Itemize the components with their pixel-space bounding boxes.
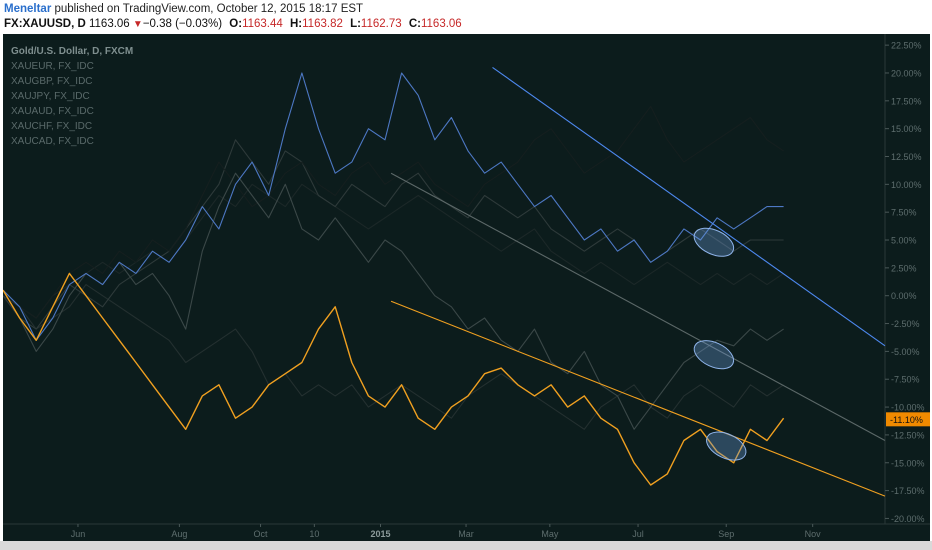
legend-item-xaucad: XAUCAD, FX_IDC — [11, 136, 94, 147]
close-label: C: — [408, 18, 421, 30]
x-tick-label: 10 — [309, 529, 319, 539]
x-tick-label: Mar — [458, 529, 474, 539]
chart-header: Meneltar published on TradingView.com, O… — [0, 0, 932, 34]
bottom-strip — [0, 541, 932, 550]
chart-area[interactable]: 22.50% 20.00% 17.50% 15.00% 12.50% 10.00% 7.50… — [3, 34, 930, 541]
y-tick-label: 12.50% — [891, 152, 922, 162]
low-label: L: — [350, 18, 361, 30]
y-tick-label: -17.50% — [891, 486, 925, 496]
x-tick-label: Jun — [71, 529, 86, 539]
legend-item-xaujpy: XAUJPY, FX_IDC — [11, 91, 90, 102]
y-tick-label: 20.00% — [891, 68, 922, 78]
y-tick-label: -12.50% — [891, 430, 925, 440]
series-line — [3, 183, 784, 319]
highlight-ellipse — [693, 227, 735, 257]
series-line — [3, 172, 784, 430]
symbol-label: FX:XAUUSD, D — [4, 18, 86, 30]
legend-item-xaugbp: XAUGBP, FX_IDC — [11, 76, 93, 87]
y-tick-label: -2.50% — [891, 319, 920, 329]
x-tick-label: Sep — [718, 529, 734, 539]
author-link[interactable]: Meneltar — [4, 3, 52, 15]
open-label: O: — [229, 18, 243, 30]
y-tick-label: -20.00% — [891, 514, 925, 524]
legend-item-xauchf: XAUCHF, FX_IDC — [11, 121, 93, 132]
price-change: −0.38 (−0.03%) — [142, 18, 223, 30]
y-tick-label: 17.50% — [891, 96, 922, 106]
y-tick-label: 0.00% — [891, 291, 917, 301]
y-tick-label: -15.00% — [891, 458, 925, 468]
x-tick-label: 2015 — [370, 529, 390, 539]
x-tick-label: Jul — [632, 529, 644, 539]
legend-item-xauaud: XAUAUD, FX_IDC — [11, 106, 94, 117]
low-value: 1162.73 — [360, 18, 402, 30]
highlight-ellipse — [693, 340, 735, 370]
x-tick-label: Aug — [171, 529, 187, 539]
y-tick-label: 2.50% — [891, 263, 917, 273]
series-line — [3, 139, 784, 330]
down-arrow-icon: ▼ — [132, 19, 143, 30]
trendline — [390, 300, 886, 497]
series-line — [3, 284, 784, 430]
published-text: published on TradingView.com, October 12… — [51, 3, 364, 15]
y-tick-label: -7.50% — [891, 375, 920, 385]
trendline — [492, 66, 886, 347]
y-tick-label: -5.00% — [891, 347, 920, 357]
symbol-quote-line: FX:XAUUSD, D 1163.06 ▼−0.38 (−0.03%) O:1… — [4, 18, 462, 30]
high-label: H: — [290, 18, 303, 30]
x-tick-label: May — [541, 529, 559, 539]
y-tick-label: 22.50% — [891, 41, 922, 51]
y-tick-label: 7.50% — [891, 208, 917, 218]
high-value: 1163.82 — [302, 18, 343, 30]
y-tick-label: 15.00% — [891, 124, 922, 134]
open-value: 1163.44 — [242, 18, 283, 30]
y-tick-label: 5.00% — [891, 236, 917, 246]
last-price: 1163.06 — [88, 18, 130, 30]
series-legend: Gold/U.S. Dollar, D, FXCM XAUEUR, FX_IDC… — [11, 44, 133, 149]
y-tick-label: 10.00% — [891, 180, 922, 190]
trendline — [390, 172, 886, 441]
series-line — [3, 72, 784, 341]
series-line — [3, 272, 785, 486]
publish-info: Meneltar published on TradingView.com, O… — [4, 3, 363, 15]
y-tick-label: -10.00% — [891, 403, 925, 413]
last-value-label: -11.10% — [890, 415, 923, 425]
close-value: 1163.06 — [420, 18, 462, 30]
series-line — [3, 105, 784, 319]
x-tick-label: Nov — [805, 529, 822, 539]
legend-item-xaueur: XAUEUR, FX_IDC — [11, 61, 94, 72]
highlight-ellipse — [706, 431, 747, 461]
chart-canvas[interactable]: 22.50% 20.00% 17.50% 15.00% 12.50% 10.00% 7.50… — [3, 34, 930, 541]
legend-title: Gold/U.S. Dollar, D, FXCM — [11, 46, 134, 57]
last-value-tag — [886, 412, 930, 427]
x-tick-label: Oct — [254, 529, 269, 539]
